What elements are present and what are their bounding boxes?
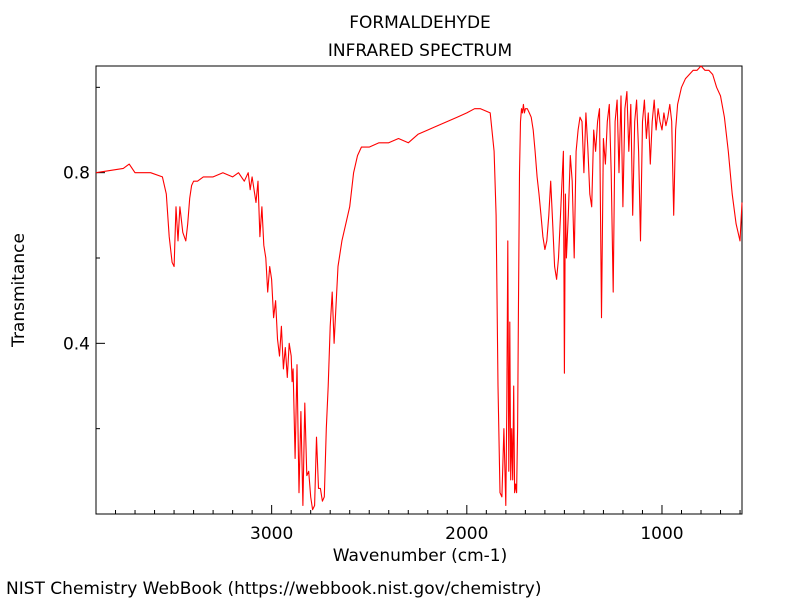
- x-tick-label: 2000: [445, 524, 488, 544]
- footer-credit: NIST Chemistry WebBook (https://webbook.…: [6, 579, 541, 599]
- y-tick-label: 0.8: [63, 164, 90, 184]
- chart-title: FORMALDEHYDE: [349, 13, 491, 33]
- y-axis-label: Transmitance: [9, 233, 29, 348]
- y-tick-labels: 0.4 0.8: [63, 164, 90, 355]
- minor-ticks: [95, 86, 741, 514]
- plot-frame: [95, 65, 743, 515]
- y-tick-label: 0.4: [63, 334, 90, 354]
- major-ticks: [96, 172, 663, 514]
- x-tick-label: 1000: [640, 524, 683, 544]
- spectrum-line: [95, 65, 743, 511]
- x-axis-label: Wavenumber (cm-1): [333, 546, 508, 566]
- x-tick-labels: 3000 2000 1000: [250, 524, 684, 544]
- chart-subtitle: INFRARED SPECTRUM: [328, 41, 512, 61]
- x-tick-label: 3000: [250, 524, 293, 544]
